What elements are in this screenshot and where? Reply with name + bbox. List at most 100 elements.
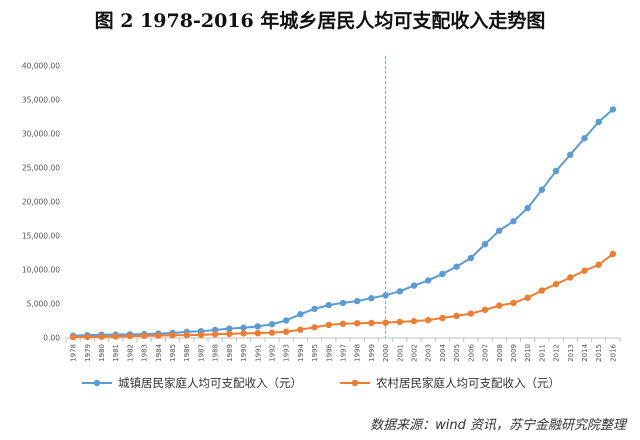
x-tick-label: 1994	[297, 343, 305, 361]
urban-series-point	[567, 151, 574, 158]
rural-series-point	[439, 314, 446, 322]
x-tick-label: 1988	[212, 344, 220, 362]
urban-series-point	[325, 301, 332, 309]
x-tick-label: 2007	[482, 344, 490, 362]
x-tick-label: 1999	[368, 344, 376, 362]
urban-series-point	[538, 186, 546, 193]
x-tick-label: 1982	[126, 344, 134, 362]
x-tick-label: 2008	[496, 344, 504, 362]
x-tick-label: 2006	[467, 343, 475, 361]
rural-series-point	[538, 287, 546, 294]
legend: 城镇居民家庭人均可支配收入（元） 农村居民家庭人均可支配收入（元）	[82, 376, 560, 390]
x-tick-label: 2002	[411, 344, 419, 362]
rural-series-point	[524, 294, 531, 301]
urban-series-point	[396, 288, 404, 295]
y-tick-label: 10,000.00	[22, 266, 60, 275]
urban-series-point	[282, 317, 290, 324]
x-tick-label: 1992	[268, 344, 276, 362]
rural-series-point	[510, 299, 517, 307]
y-tick-label: 25,000.00	[22, 164, 60, 173]
urban-series-point	[226, 325, 233, 332]
y-tick-label: 20,000.00	[22, 198, 60, 207]
urban-series-point	[410, 282, 418, 289]
urban-series-point	[510, 218, 517, 225]
x-tick-label: 1978	[70, 344, 78, 362]
urban-series-point	[425, 277, 432, 284]
urban-series-point	[609, 106, 617, 113]
x-tick-label: 2012	[553, 344, 561, 362]
rural-series-point	[69, 333, 77, 341]
urban-series-point	[368, 294, 375, 302]
chart-title: 图 2 1978-2016 年城乡居民人均可支配收入走势图	[94, 10, 546, 32]
x-tick-label: 2014	[581, 343, 589, 361]
urban-series-point	[467, 254, 475, 262]
rural-series-point	[453, 312, 460, 320]
x-tick-label: 1995	[311, 344, 319, 362]
x-axis: 1978 1979 1980 1981 1982 1983 1984 1985 1986 1987…	[65, 337, 621, 362]
urban-series-point	[481, 241, 489, 248]
x-tick-label: 1993	[283, 344, 291, 362]
x-tick-label: 2016	[609, 343, 617, 361]
urban-series-point	[354, 297, 361, 305]
x-tick-label: 1980	[98, 344, 106, 362]
x-tick-label: 1986	[183, 343, 191, 361]
source-note: 数据来源：wind 资讯，苏宁金融研究院整理	[370, 418, 626, 433]
rural-series-point	[325, 321, 332, 329]
x-tick-label: 1996	[325, 343, 333, 361]
x-tick-label: 1984	[155, 343, 163, 361]
rural-series-point	[481, 306, 489, 314]
x-tick-label: 2010	[524, 344, 532, 362]
rural-series-point	[140, 332, 148, 340]
legend-rural-marker	[351, 379, 359, 387]
x-tick-label: 1983	[141, 344, 149, 362]
x-tick-label: 1997	[340, 344, 348, 362]
rural-series-point	[339, 320, 347, 327]
rural-series-point	[84, 333, 91, 341]
y-axis: 0.00 5,000.00 10,000.00 15,000.00 20,000.00 2…	[22, 62, 60, 343]
x-tick-label: 1985	[169, 344, 177, 362]
urban-series-point	[339, 299, 347, 307]
rural-series-point	[197, 331, 205, 339]
rural-series-point	[567, 274, 574, 281]
x-tick-label: 1991	[254, 344, 262, 362]
urban-series-point	[240, 324, 247, 331]
rural-series-point	[425, 316, 432, 324]
x-tick-label: 2015	[595, 344, 603, 362]
urban-series-point	[297, 311, 304, 318]
x-tick-label: 2004	[439, 343, 447, 361]
x-tick-label: 2009	[510, 344, 518, 362]
x-tick-label: 2005	[453, 344, 461, 362]
urban-series-point	[439, 270, 446, 278]
rural-series-point	[609, 250, 617, 258]
urban-series-point	[268, 321, 276, 328]
rural-series-point	[496, 302, 503, 309]
x-tick-label: 2000	[382, 344, 390, 362]
y-tick-label: 5,000.00	[27, 300, 61, 309]
x-tick-label: 1998	[354, 344, 362, 362]
urban-series-point	[581, 135, 588, 142]
legend-rural-label: 农村居民家庭人均可支配收入（元）	[376, 376, 560, 390]
x-tick-label: 1989	[226, 344, 234, 362]
urban-series-point	[254, 323, 261, 330]
rural-series-point	[354, 320, 361, 327]
rural-series-point	[595, 261, 602, 268]
y-tick-label: 35,000.00	[22, 96, 60, 105]
series-group	[69, 106, 617, 341]
rural-series-point	[268, 329, 276, 336]
rural-series-point	[112, 333, 119, 340]
y-tick-label: 0.00	[43, 334, 60, 343]
urban-series-point	[496, 227, 503, 234]
x-tick-label: 1987	[197, 344, 205, 362]
rural-series-point	[368, 319, 375, 327]
x-tick-label: 2013	[567, 344, 575, 362]
rural-series-point	[169, 332, 176, 339]
rural-series-point	[282, 328, 290, 335]
x-tick-label: 2001	[396, 344, 404, 362]
urban-series-point	[311, 305, 318, 313]
rural-series-point	[410, 317, 418, 325]
rural-series-point	[240, 330, 247, 337]
legend-urban-marker	[93, 379, 101, 387]
rural-series-point	[211, 331, 219, 338]
urban-series-point	[382, 292, 389, 299]
